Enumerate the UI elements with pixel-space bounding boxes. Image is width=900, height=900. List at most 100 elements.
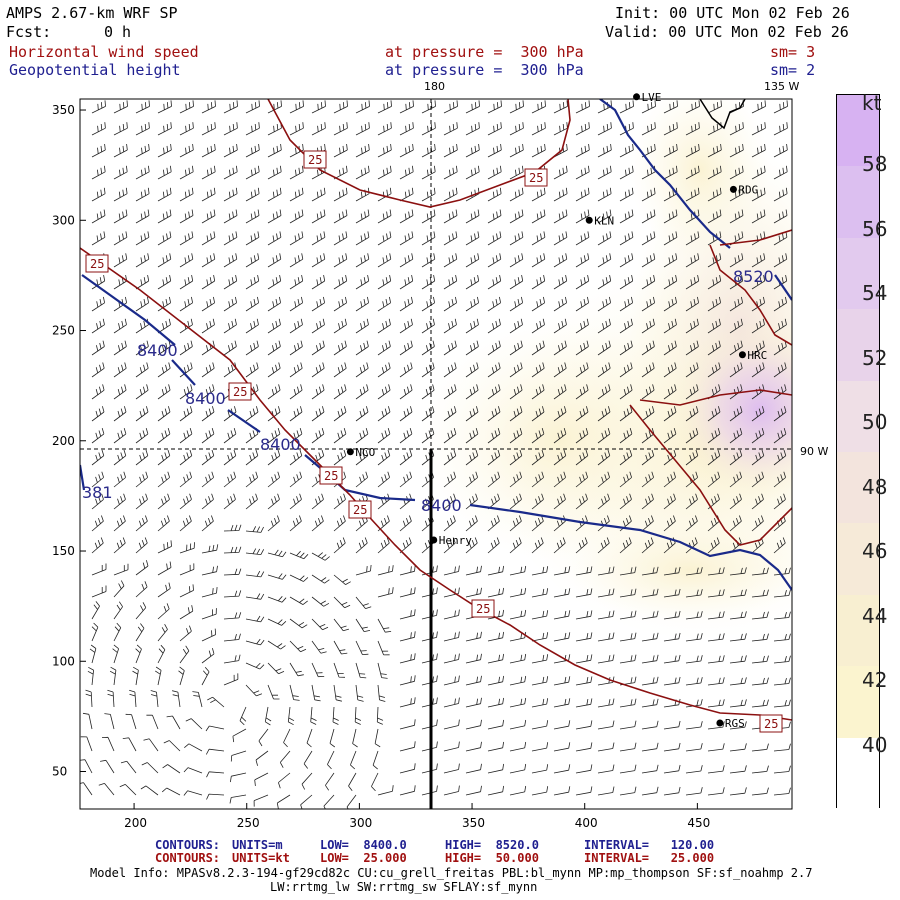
wind-barb bbox=[377, 587, 394, 598]
wind-barb bbox=[597, 742, 615, 752]
wind-barb bbox=[443, 697, 460, 708]
wind-barb bbox=[443, 631, 460, 642]
wind-barb bbox=[348, 772, 357, 791]
wind-barb bbox=[509, 741, 527, 752]
wind-barb bbox=[245, 615, 265, 623]
wind-barb bbox=[443, 741, 460, 752]
wind-barbs bbox=[80, 100, 791, 809]
wind-barb bbox=[707, 427, 721, 444]
wind-barb bbox=[641, 566, 659, 576]
wind-barb bbox=[135, 471, 148, 488]
wind-barb bbox=[531, 537, 544, 554]
wind-barb bbox=[179, 318, 193, 334]
wind-barb bbox=[707, 275, 722, 290]
forecast-value: 0 h bbox=[104, 23, 132, 41]
wind-barb bbox=[377, 471, 390, 488]
wind-barb bbox=[91, 515, 104, 532]
wind-barb bbox=[223, 253, 238, 268]
wind-barb bbox=[487, 318, 501, 334]
height-label-8400-c: 8400 bbox=[260, 435, 301, 454]
wind-barb bbox=[707, 406, 721, 422]
wind-barb bbox=[91, 100, 106, 114]
wind-barb bbox=[509, 609, 527, 620]
wind-barb bbox=[685, 296, 699, 312]
wind-barb bbox=[619, 588, 637, 598]
wind-barb bbox=[179, 427, 193, 444]
wind-barb bbox=[135, 362, 149, 378]
wind-barb bbox=[311, 618, 329, 631]
wind-barb bbox=[641, 384, 655, 400]
wind-barb bbox=[91, 187, 106, 202]
wind-barb bbox=[443, 565, 460, 576]
wind-barb bbox=[465, 697, 482, 708]
wind-barb bbox=[707, 721, 725, 730]
wind-barb bbox=[663, 253, 678, 268]
wind-barb bbox=[729, 567, 747, 576]
wind-barb bbox=[751, 275, 766, 290]
wind-barb bbox=[399, 122, 414, 136]
wind-barb bbox=[229, 794, 247, 804]
wind-barb bbox=[377, 662, 388, 679]
wind-barb bbox=[377, 565, 394, 576]
wind-barb bbox=[663, 471, 676, 488]
speed-label-7: 25 bbox=[471, 599, 495, 618]
wind-barb bbox=[333, 253, 348, 268]
wind-barb bbox=[223, 493, 236, 510]
wind-barb bbox=[421, 609, 438, 620]
wind-barb bbox=[303, 750, 313, 769]
wind-barb bbox=[267, 187, 282, 202]
wind-barb bbox=[311, 515, 324, 532]
wind-barb bbox=[685, 633, 703, 642]
wind-barb bbox=[201, 231, 216, 246]
wind-barb bbox=[91, 143, 106, 158]
wind-barb bbox=[487, 275, 502, 290]
wind-barb bbox=[487, 362, 501, 378]
wind-barb bbox=[157, 122, 172, 136]
wind-barb bbox=[135, 165, 150, 180]
wind-barb bbox=[575, 427, 589, 444]
wind-barb bbox=[267, 340, 281, 356]
wind-barb bbox=[201, 318, 215, 334]
wind-barb bbox=[509, 100, 524, 114]
wind-barb bbox=[707, 187, 722, 202]
wind-barb bbox=[179, 187, 194, 202]
wind-barb bbox=[509, 296, 523, 312]
wind-barb bbox=[729, 449, 743, 466]
wind-barb bbox=[157, 406, 171, 422]
wind-barb bbox=[113, 122, 128, 136]
wind-barb bbox=[729, 187, 744, 202]
wind-barb bbox=[729, 611, 747, 620]
wind-barb bbox=[707, 209, 722, 224]
wind-barb bbox=[311, 340, 325, 356]
wind-barb bbox=[553, 632, 571, 642]
wind-barb bbox=[201, 628, 216, 642]
wind-barb bbox=[487, 100, 502, 114]
wind-barb bbox=[377, 537, 390, 554]
wind-barb bbox=[333, 275, 348, 290]
wind-barb bbox=[443, 493, 456, 510]
wind-barb bbox=[465, 122, 480, 136]
wind-barb bbox=[619, 698, 637, 708]
wind-barb bbox=[641, 275, 656, 290]
wind-barb bbox=[267, 640, 286, 650]
wind-barb bbox=[729, 275, 744, 290]
wind-barb bbox=[443, 340, 457, 356]
wind-barb bbox=[751, 384, 765, 400]
height-contours-interval: INTERVAL= 120.00 bbox=[584, 838, 715, 852]
wind-barb bbox=[421, 340, 435, 356]
speed-label-1: 25 bbox=[303, 150, 327, 169]
wind-barb bbox=[333, 165, 348, 180]
wind-barb bbox=[267, 449, 281, 466]
wind-barb bbox=[310, 706, 317, 725]
wind-barb bbox=[355, 618, 371, 632]
wind-barb bbox=[223, 100, 238, 114]
colorbar-segment bbox=[837, 594, 879, 668]
wind-barb bbox=[113, 231, 128, 246]
wind-barb bbox=[553, 720, 571, 730]
wind-barb bbox=[421, 384, 435, 400]
wind-barb bbox=[179, 143, 194, 158]
wind-barb bbox=[245, 100, 260, 114]
wind-barb bbox=[267, 406, 281, 422]
wind-barb bbox=[663, 676, 681, 686]
wind-barb bbox=[663, 384, 677, 400]
